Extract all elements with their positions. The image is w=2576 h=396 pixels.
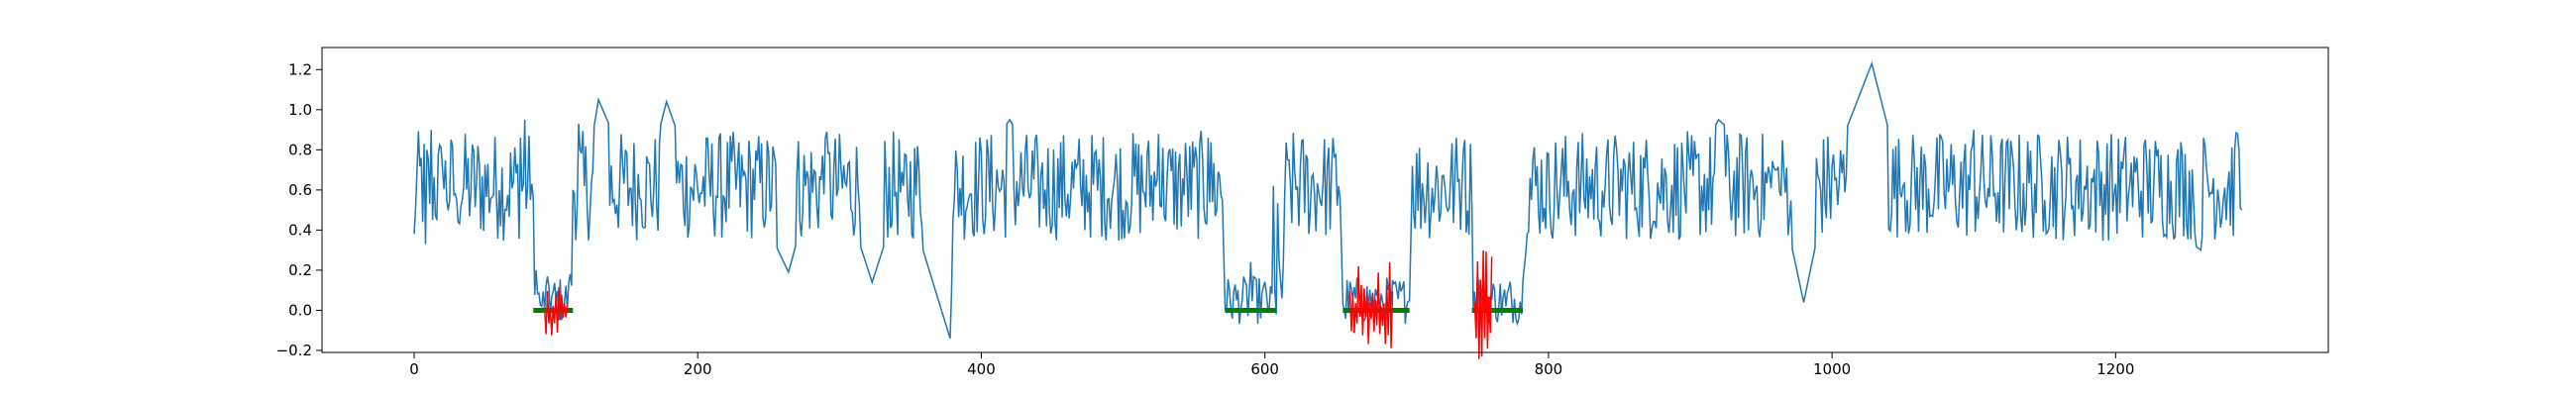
y-tick-label: 1.0 bbox=[288, 101, 312, 119]
signal-line bbox=[413, 60, 2243, 340]
x-tick-label: 800 bbox=[1535, 360, 1563, 378]
y-axis-ticks: −0.2 0.0 0.2 0.4 0.6 0.8 1.0 1.2 bbox=[276, 60, 322, 359]
x-tick-label: 1000 bbox=[1813, 360, 1851, 378]
x-tick-label: 400 bbox=[967, 360, 996, 378]
noise-burst bbox=[1348, 261, 1394, 348]
y-tick-label: 1.2 bbox=[288, 60, 312, 78]
y-tick-label: 0.4 bbox=[288, 221, 312, 239]
noise-segments bbox=[543, 249, 1493, 359]
noise-burst bbox=[1473, 249, 1493, 359]
x-tick-label: 0 bbox=[409, 360, 419, 378]
x-axis-ticks: 0 200 400 600 800 1000 1200 bbox=[409, 352, 2134, 378]
x-tick-label: 200 bbox=[684, 360, 712, 378]
plot-frame bbox=[321, 47, 2329, 353]
y-tick-label: 0.6 bbox=[288, 181, 312, 199]
x-tick-label: 1200 bbox=[2096, 360, 2134, 378]
y-tick-label: 0.0 bbox=[288, 301, 312, 319]
signal-series bbox=[413, 60, 2243, 340]
y-tick-label: −0.2 bbox=[276, 342, 312, 359]
x-tick-label: 600 bbox=[1250, 360, 1279, 378]
noise-burst bbox=[543, 287, 569, 336]
y-tick-label: 0.8 bbox=[288, 141, 312, 158]
y-tick-label: 0.2 bbox=[288, 261, 312, 279]
